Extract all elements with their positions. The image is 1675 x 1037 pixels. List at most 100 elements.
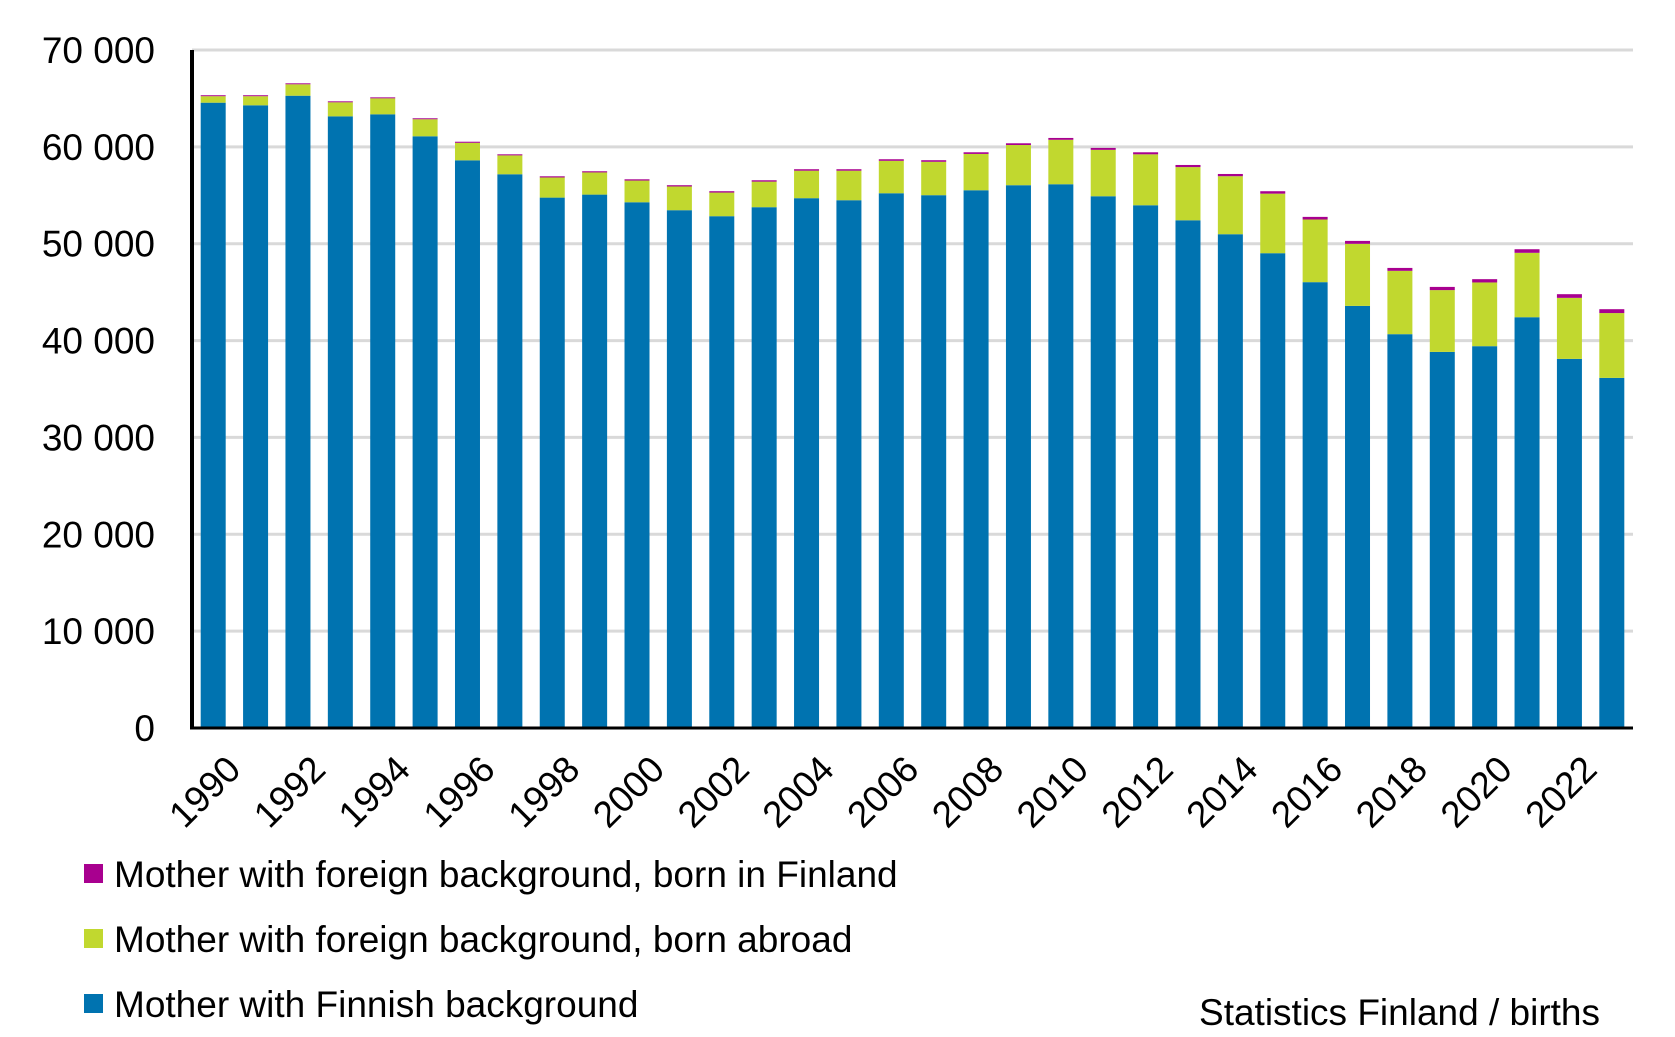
legend-label: Mother with Finnish background — [114, 984, 638, 1025]
y-tick-labels: 0 10 000 20 000 30 000 40 000 50 000 60 000 70 … — [42, 30, 155, 749]
bar-segment-2012-series-2 — [1133, 152, 1159, 155]
bar-segment-2018-series-1 — [1387, 270, 1413, 335]
bar-segment-2019-series-0 — [1429, 351, 1455, 728]
bar-segment-2003-series-2 — [751, 180, 777, 182]
bar-segment-1998-series-0 — [539, 197, 565, 728]
bar-segment-1996-series-1 — [454, 142, 480, 161]
x-tick-label: 2006 — [839, 748, 926, 835]
bar-segment-2021-series-2 — [1514, 249, 1540, 253]
bar-segment-2015-series-0 — [1260, 253, 1286, 728]
x-tick-label: 2016 — [1263, 748, 1350, 835]
bar-segment-2022-series-1 — [1556, 297, 1582, 359]
gridlines — [192, 48, 1633, 633]
y-tick-label: 0 — [134, 708, 155, 749]
y-tick-label: 70 000 — [42, 30, 155, 71]
bar-segment-2002-series-0 — [709, 216, 735, 729]
bar-segment-2000-series-1 — [624, 180, 650, 203]
bar-segment-2004-series-2 — [794, 169, 820, 171]
bar-segment-2018-series-0 — [1387, 334, 1413, 728]
bar-segment-1990-series-1 — [200, 96, 226, 103]
bar-segment-2020-series-1 — [1472, 282, 1498, 347]
bar-segment-2005-series-0 — [836, 200, 862, 728]
bar-segment-2021-series-0 — [1514, 317, 1540, 728]
x-tick-label: 2010 — [1009, 748, 1096, 835]
bar-segment-2017-series-0 — [1345, 305, 1371, 728]
bar-segment-2013-series-1 — [1175, 167, 1201, 221]
bar-segment-2016-series-1 — [1302, 219, 1328, 283]
bar-segment-2017-series-2 — [1345, 240, 1371, 244]
x-tick-label: 1996 — [415, 748, 502, 835]
bar-segment-2015-series-1 — [1260, 193, 1286, 254]
bar-segment-1990-series-0 — [200, 102, 226, 728]
bar-segment-2002-series-2 — [709, 191, 735, 193]
bar-segment-2009-series-2 — [1005, 143, 1031, 146]
bar-segment-2003-series-1 — [751, 181, 777, 208]
bar-segment-2001-series-1 — [666, 186, 692, 211]
bar-segment-2006-series-0 — [878, 193, 904, 728]
bar-segment-1997-series-2 — [497, 154, 523, 156]
legend-label: Mother with foreign background, born in … — [114, 854, 898, 895]
x-tick-label: 1992 — [246, 748, 333, 835]
bar-segment-2016-series-2 — [1302, 216, 1328, 220]
bars — [200, 83, 1625, 729]
bar-segment-1998-series-2 — [539, 176, 565, 178]
bar-segment-2018-series-2 — [1387, 267, 1413, 271]
bar-segment-1991-series-0 — [243, 105, 269, 729]
bar-segment-1995-series-1 — [412, 119, 438, 137]
bar-segment-2009-series-0 — [1005, 185, 1031, 728]
y-tick-label: 50 000 — [42, 224, 155, 265]
legend-label: Mother with foreign background, born abr… — [114, 919, 852, 960]
legend-swatch — [84, 864, 103, 883]
x-tick-label: 2002 — [670, 748, 757, 835]
bar-segment-1990-series-2 — [200, 95, 226, 97]
bar-segment-2005-series-1 — [836, 170, 862, 201]
bar-segment-1991-series-2 — [243, 95, 269, 97]
bar-segment-1998-series-1 — [539, 177, 565, 198]
bar-segment-2019-series-1 — [1429, 290, 1455, 352]
bar-segment-1993-series-1 — [327, 102, 353, 117]
bar-segment-1996-series-0 — [454, 160, 480, 728]
bar-segment-1992-series-1 — [285, 84, 311, 96]
bar-segment-2016-series-0 — [1302, 282, 1328, 728]
bar-segment-1995-series-0 — [412, 136, 438, 729]
bar-segment-2010-series-1 — [1048, 139, 1074, 185]
bar-segment-1991-series-1 — [243, 96, 269, 106]
x-tick-label: 2022 — [1517, 748, 1604, 835]
bar-segment-2007-series-2 — [921, 160, 947, 162]
bar-segment-1999-series-1 — [582, 172, 608, 195]
bar-segment-2008-series-0 — [963, 190, 989, 728]
bar-segment-2008-series-1 — [963, 153, 989, 191]
legend-swatch — [84, 994, 103, 1013]
bar-segment-2022-series-0 — [1556, 358, 1582, 728]
bar-segment-1997-series-1 — [497, 155, 523, 175]
x-tick-label: 1990 — [161, 748, 248, 835]
bar-segment-2014-series-1 — [1217, 176, 1243, 235]
y-tick-label: 30 000 — [42, 417, 155, 458]
bar-segment-2010-series-0 — [1048, 184, 1074, 728]
bar-segment-1999-series-2 — [582, 171, 608, 173]
y-tick-label: 20 000 — [42, 514, 155, 555]
bar-segment-1999-series-0 — [582, 194, 608, 728]
bar-segment-2014-series-0 — [1217, 234, 1243, 728]
bar-segment-2001-series-2 — [666, 185, 692, 187]
bar-segment-2023-series-2 — [1599, 309, 1625, 314]
bar-segment-2017-series-1 — [1345, 243, 1371, 306]
bar-segment-2012-series-0 — [1133, 205, 1159, 729]
bar-segment-2000-series-0 — [624, 202, 650, 729]
bar-segment-2014-series-2 — [1217, 173, 1243, 177]
y-tick-label: 40 000 — [42, 321, 155, 362]
bar-segment-2003-series-0 — [751, 207, 777, 728]
bar-segment-2023-series-0 — [1599, 377, 1625, 728]
bar-segment-1996-series-2 — [454, 141, 480, 143]
bar-segment-2004-series-1 — [794, 170, 820, 199]
x-tick-label: 1994 — [331, 748, 418, 835]
x-tick-label: 2000 — [585, 748, 672, 835]
x-tick-label: 2018 — [1348, 748, 1435, 835]
bar-segment-2004-series-0 — [794, 198, 820, 729]
x-tick-label: 2014 — [1178, 748, 1265, 835]
bar-segment-1995-series-2 — [412, 118, 438, 120]
bar-segment-2013-series-2 — [1175, 164, 1201, 168]
x-tick-label: 1998 — [500, 748, 587, 835]
source-note: Statistics Finland / births — [1199, 992, 1600, 1033]
